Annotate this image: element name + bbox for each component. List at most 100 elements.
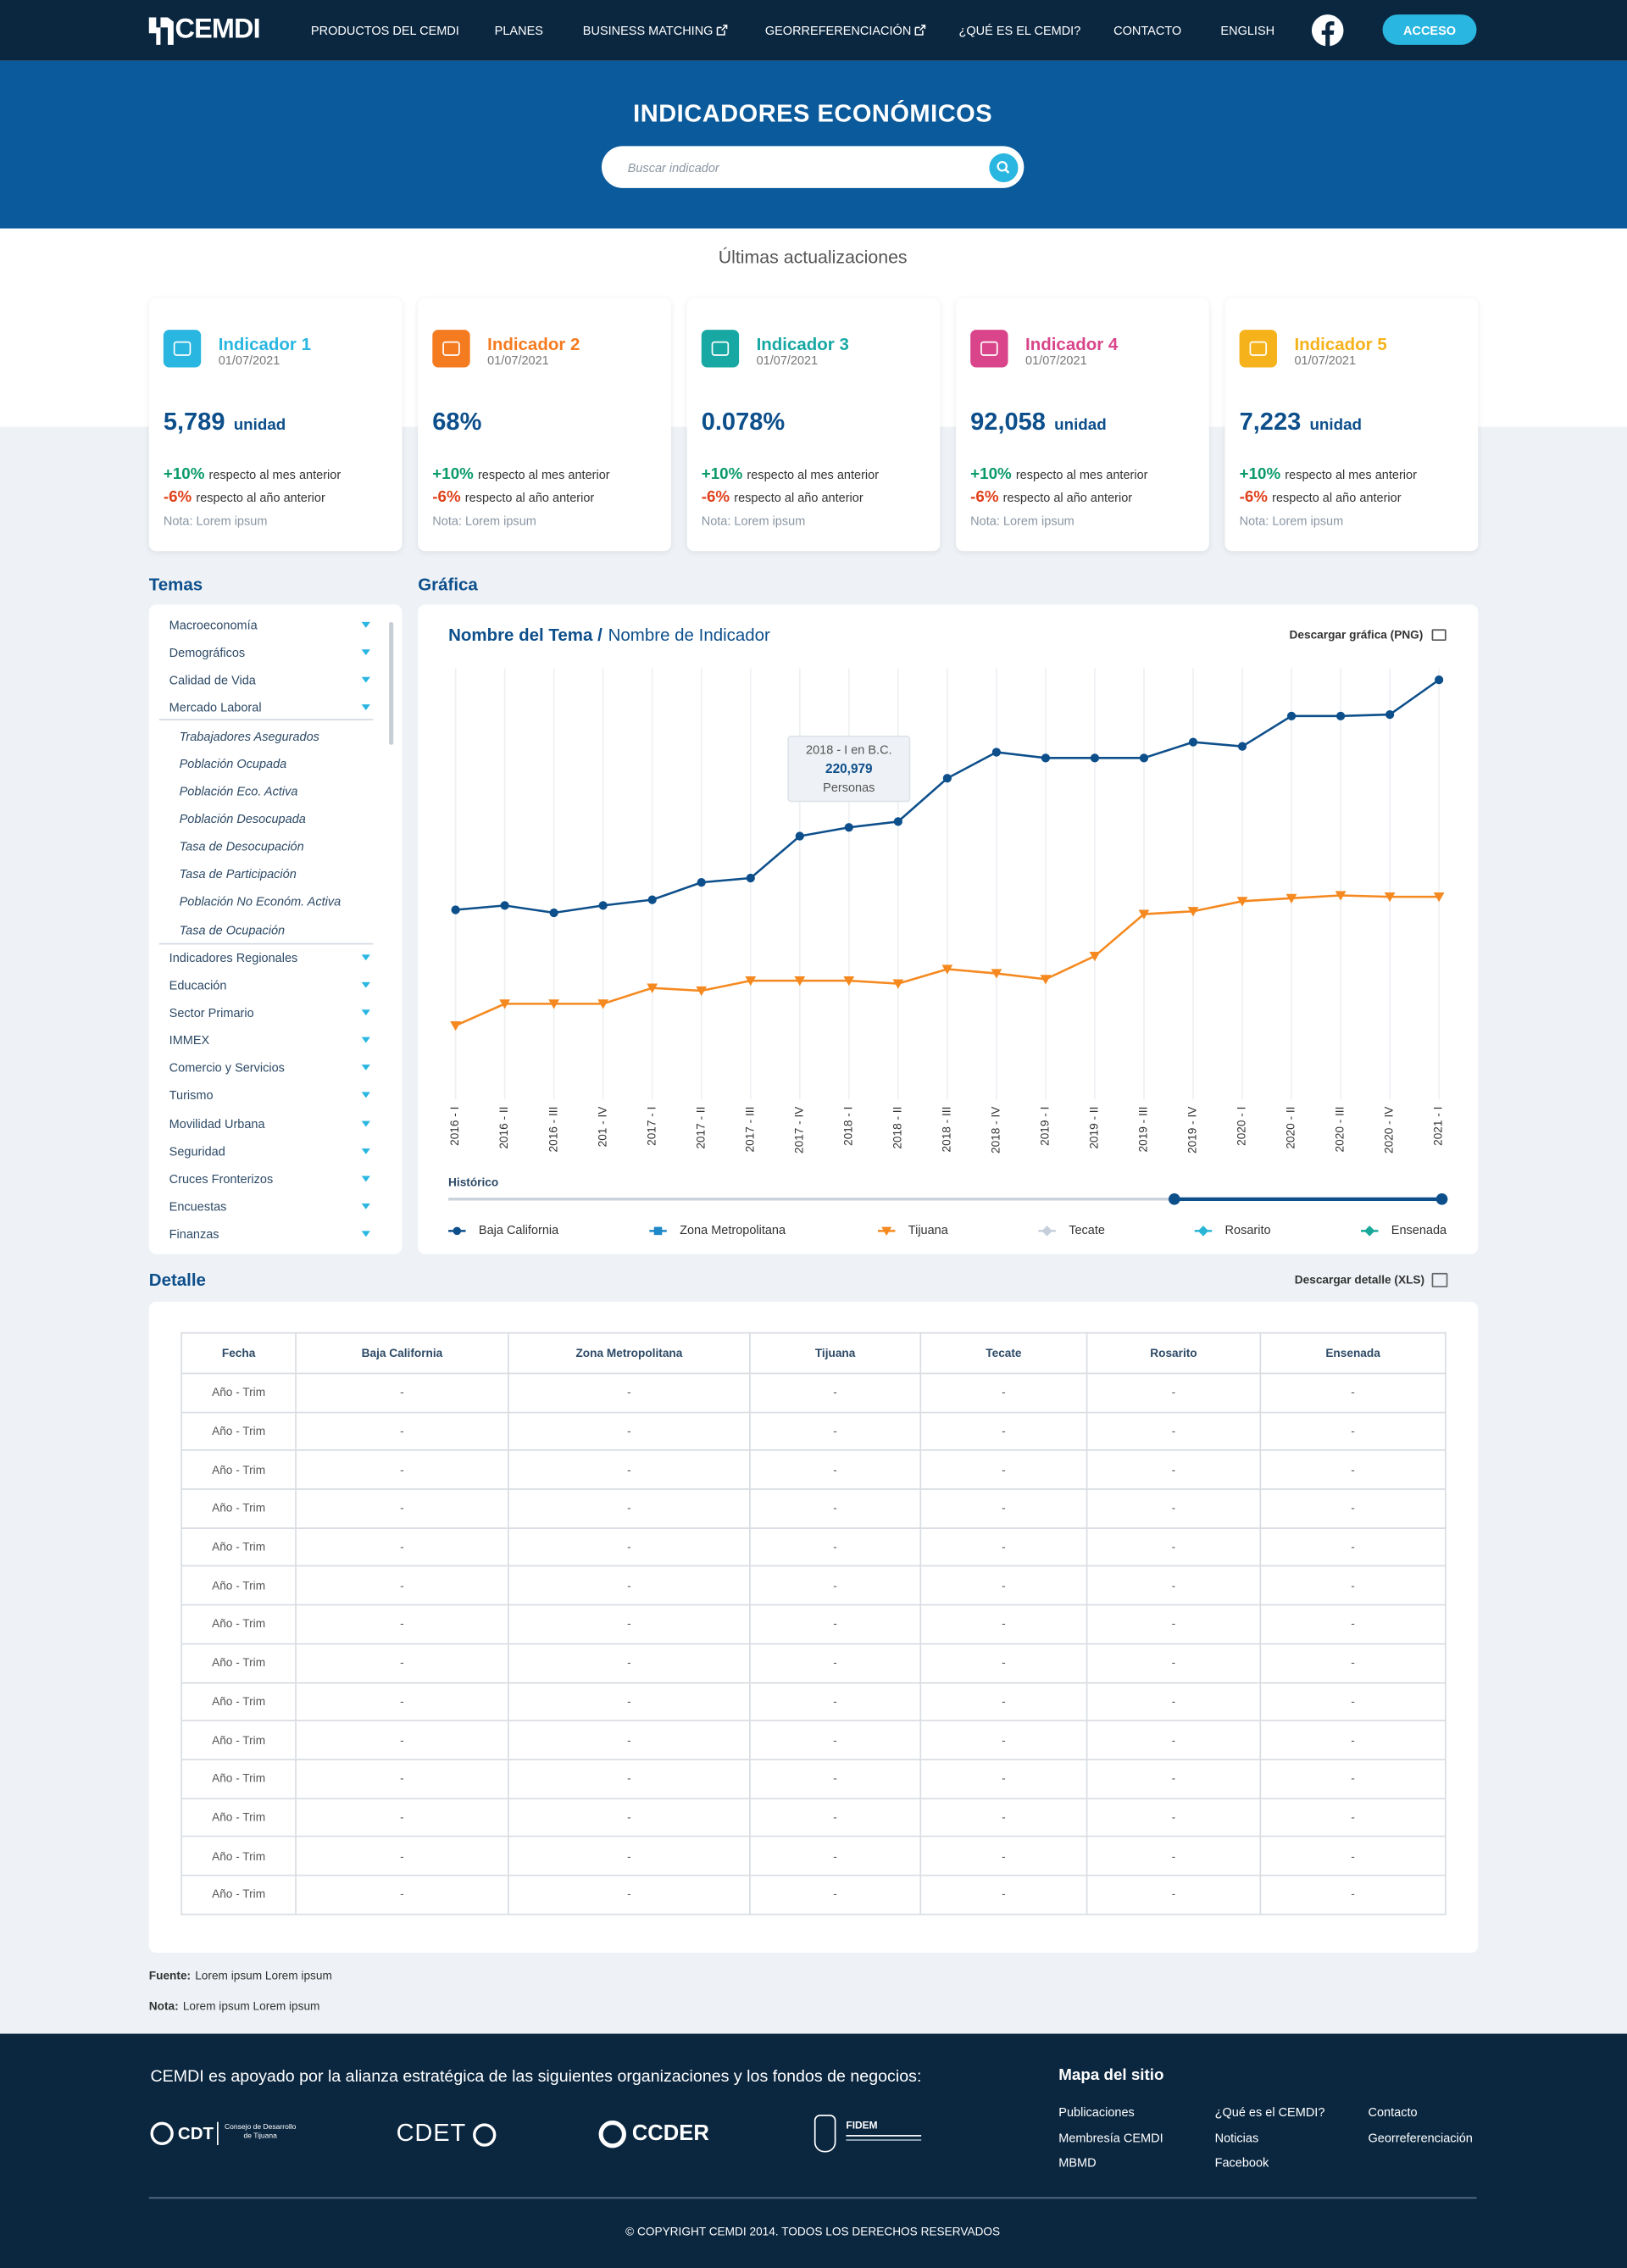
sitemap-link[interactable]: Facebook — [1214, 2154, 1269, 2171]
nav-link[interactable]: GEORREFERENCIACIÓN — [764, 23, 912, 38]
sitemap-link[interactable]: Noticias — [1214, 2130, 1259, 2145]
indicator-card[interactable]: Indicador 2 01/07/2021 68% +10% respecto al … — [418, 297, 671, 552]
x-tick-label: 2019 - IV — [1186, 1106, 1199, 1153]
data-point — [451, 905, 460, 914]
arrow-glyph — [361, 1037, 370, 1043]
detail-download[interactable]: Descargar detalle (XLS) — [1294, 1273, 1425, 1287]
table-cell: - — [295, 1488, 509, 1529]
data-point — [1236, 897, 1248, 907]
search-placeholder[interactable]: Buscar indicador — [627, 159, 719, 175]
data-point — [795, 831, 804, 841]
range-handle[interactable] — [1435, 1193, 1448, 1205]
topic-item[interactable]: Cruces Fronterizos — [169, 1171, 274, 1187]
topic-item[interactable]: IMMEX — [169, 1032, 210, 1048]
nav-link[interactable]: PRODUCTOS DEL CEMDI — [310, 23, 459, 38]
external-icon — [914, 25, 926, 36]
month-change-row: +10% respecto al mes anterior — [1240, 460, 1417, 486]
topic-item[interactable]: Educación — [169, 977, 227, 992]
table-cell: Año - Trim — [180, 1488, 297, 1529]
header-cell: Baja California — [295, 1331, 509, 1375]
subtopic-item[interactable]: Tasa de Participación — [179, 866, 297, 881]
table-row: Año - Trim - - - - - - — [180, 1565, 1447, 1606]
topic-item[interactable]: Seguridad — [169, 1143, 225, 1159]
note-row: Nota: Lorem ipsum Lorem ipsum — [149, 1999, 320, 2012]
facebook-icon — [1311, 14, 1344, 47]
topic-item[interactable]: Finanzas — [169, 1226, 219, 1242]
login-button[interactable]: ACCESO — [1382, 14, 1477, 45]
year-change-row: -6% respecto al año anterior — [970, 483, 1132, 509]
table-cell: - — [295, 1759, 509, 1799]
scrollbar — [389, 621, 394, 745]
table-cell: Año - Trim — [180, 1874, 297, 1915]
arrow-glyph — [361, 1231, 370, 1237]
card-value: 7,223 — [1239, 408, 1302, 436]
legend-label[interactable]: Tecate — [1069, 1224, 1105, 1237]
table-cell: - — [749, 1526, 922, 1568]
year-change-text: respecto al año anterior — [734, 490, 863, 505]
card-value-row: 5,789 unidad — [164, 408, 286, 436]
subtopic-item[interactable]: Población No Económ. Activa — [179, 894, 342, 909]
data-point — [1040, 975, 1052, 985]
topic-item[interactable]: Macroeconomía — [169, 617, 258, 632]
arrow-glyph — [361, 1120, 370, 1126]
nav-link[interactable]: BUSINESS MATCHING — [582, 23, 714, 38]
nav-link[interactable]: ENGLISH — [1220, 23, 1275, 38]
indicator-card[interactable]: Indicador 3 01/07/2021 0.078% +10% respecto … — [686, 297, 941, 552]
table-cell: - — [749, 1682, 922, 1722]
range-handle[interactable] — [1168, 1193, 1180, 1205]
indicator-card[interactable]: Indicador 1 01/07/2021 5,789 unidad +10% resp… — [148, 297, 403, 552]
x-tick-label: 2020 - III — [1334, 1107, 1347, 1153]
table-cell: - — [919, 1720, 1088, 1760]
topic-item[interactable]: Encuestas — [169, 1198, 227, 1214]
topic-item[interactable]: Indicadores Regionales — [169, 949, 298, 964]
legend-label[interactable]: Baja California — [479, 1224, 559, 1237]
subtopic-item[interactable]: Tasa de Ocupación — [179, 922, 286, 937]
nav-link[interactable]: CONTACTO — [1113, 23, 1182, 38]
subtopic-item[interactable]: Tasa de Desocupación — [179, 839, 304, 854]
nav-link[interactable]: ¿QUÉ ES EL CEMDI? — [958, 23, 1081, 38]
data-point — [500, 901, 509, 910]
topic-item[interactable]: Comercio y Servicios — [169, 1060, 285, 1076]
indicator-card[interactable]: Indicador 5 01/07/2021 7,223 unidad +10% resp… — [1224, 297, 1479, 552]
data-point — [1433, 892, 1445, 903]
subtopic-item[interactable]: Población Ocupada — [179, 756, 287, 771]
search-box[interactable]: Buscar indicador — [601, 146, 1025, 188]
nav-link[interactable]: PLANES — [494, 23, 543, 38]
table-cell: - — [1086, 1797, 1262, 1837]
indicator-card[interactable]: Indicador 4 01/07/2021 92,058 unidad +10% res… — [956, 297, 1209, 552]
chart-download[interactable]: Descargar gráfica (PNG) — [1289, 628, 1424, 642]
table-cell: - — [1086, 1643, 1262, 1683]
table-cell: - — [1259, 1797, 1447, 1837]
legend-label[interactable]: Ensenada — [1391, 1224, 1447, 1237]
partner-logo: CDT — [177, 2123, 214, 2144]
table-cell: - — [749, 1759, 922, 1799]
sitemap-link[interactable]: MBMD — [1058, 2154, 1097, 2171]
sitemap-link[interactable]: Membresía CEMDI — [1058, 2130, 1163, 2145]
login-button-label[interactable]: ACCESO — [1403, 22, 1457, 37]
table-cell: - — [508, 1643, 751, 1683]
topic-item[interactable]: Turismo — [169, 1088, 214, 1103]
topic-item[interactable]: Sector Primario — [169, 1005, 254, 1020]
table-cell: - — [508, 1604, 751, 1645]
topic-item[interactable]: Mercado Laboral — [169, 700, 262, 715]
legend-label[interactable]: Rosarito — [1225, 1224, 1271, 1237]
topic-item[interactable]: Calidad de Vida — [169, 673, 256, 688]
sitemap-link[interactable]: Georreferenciación — [1368, 2130, 1473, 2145]
subtopic-item[interactable]: Trabajadores Asegurados — [179, 728, 319, 743]
subtopic-item[interactable]: Población Desocupada — [179, 811, 306, 826]
topic-item[interactable]: Movilidad Urbana — [169, 1115, 265, 1131]
legend-label[interactable]: Zona Metropolitana — [680, 1224, 786, 1237]
sitemap-link[interactable]: ¿Qué es el CEMDI? — [1214, 2104, 1325, 2120]
table-cell: - — [508, 1836, 751, 1876]
month-change-text: respecto al mes anterior — [1015, 467, 1148, 482]
legend-label[interactable]: Tijuana — [908, 1224, 949, 1237]
sitemap-link[interactable]: Publicaciones — [1058, 2104, 1135, 2120]
topic-item[interactable]: Demográficos — [169, 645, 246, 660]
year-change-text: respecto al año anterior — [1002, 490, 1133, 505]
x-tick-label: 2019 - II — [1088, 1107, 1101, 1149]
sitemap-link[interactable]: Contacto — [1368, 2104, 1418, 2120]
table-cell: - — [508, 1372, 751, 1413]
table-cell: Año - Trim — [180, 1372, 297, 1413]
subtopic-item[interactable]: Población Eco. Activa — [179, 783, 298, 798]
